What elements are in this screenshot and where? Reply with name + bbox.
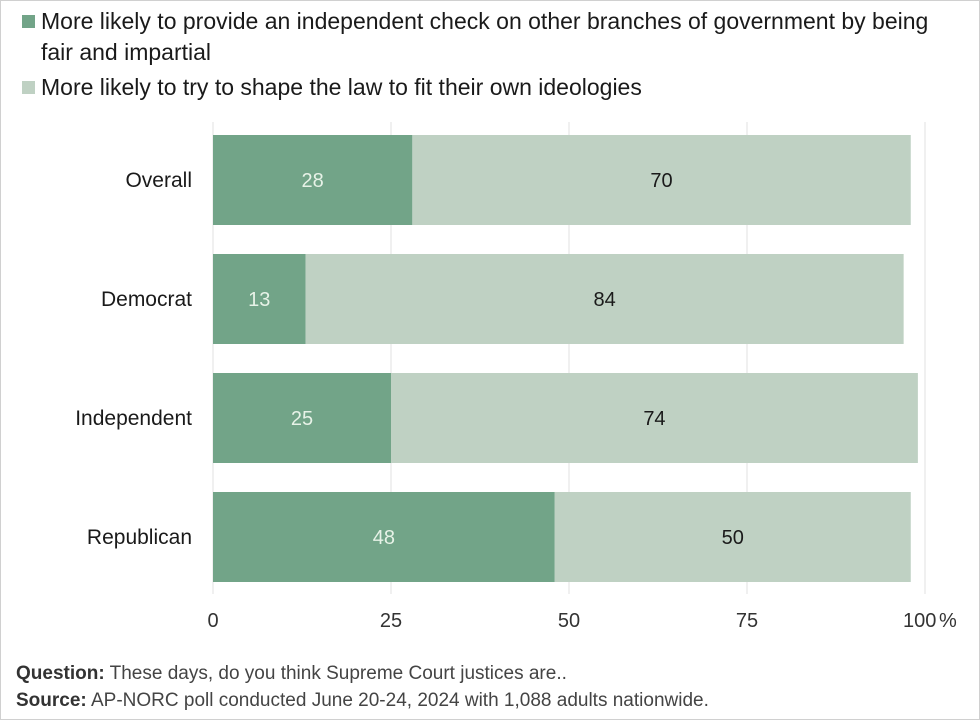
- source-label: Source:: [16, 690, 87, 711]
- x-tick-label-100: 100: [903, 610, 936, 632]
- bar-independent-series-1: [391, 373, 918, 463]
- source-note: Source: AP-NORC poll conducted June 20-2…: [16, 687, 709, 714]
- data-label-democrat-series-0: 13: [248, 289, 270, 311]
- legend-swatch-independent-check: [22, 15, 35, 28]
- bar-democrat-series-1: [305, 254, 904, 344]
- data-label-overall-series-0: 28: [302, 170, 324, 192]
- data-label-republican-series-1: 50: [722, 527, 744, 549]
- category-label-republican: Republican: [87, 526, 192, 549]
- category-label-democrat: Democrat: [101, 288, 192, 311]
- question-text: These days, do you think Supreme Court j…: [104, 663, 567, 684]
- data-label-independent-series-0: 25: [291, 408, 313, 430]
- legend-item-shape-law: More likely to try to shape the law to f…: [22, 72, 962, 103]
- legend-label-shape-law: More likely to try to shape the law to f…: [41, 74, 642, 100]
- question-label: Question:: [16, 663, 105, 684]
- category-label-overall: Overall: [125, 169, 192, 192]
- question-note: Question: These days, do you think Supre…: [16, 660, 709, 687]
- bar-overall-series-1: [412, 135, 911, 225]
- legend-label-independent-check: More likely to provide an independent ch…: [41, 8, 929, 65]
- data-label-democrat-series-1: 84: [593, 289, 615, 311]
- category-label-independent: Independent: [75, 407, 192, 430]
- chart-notes: Question: These days, do you think Supre…: [16, 660, 709, 714]
- source-text: AP-NORC poll conducted June 20-24, 2024 …: [86, 690, 709, 711]
- bar-independent-series-0: [213, 373, 391, 463]
- legend-swatch-shape-law: [22, 81, 35, 94]
- legend: More likely to provide an independent ch…: [22, 6, 962, 107]
- x-tick-label-25: 25: [380, 610, 402, 632]
- bar-overall-series-0: [213, 135, 413, 225]
- x-tick-label-75: 75: [736, 610, 758, 632]
- data-label-independent-series-1: 74: [643, 408, 665, 430]
- data-label-overall-series-1: 70: [650, 170, 672, 192]
- x-axis-unit: %: [939, 610, 957, 632]
- stacked-bar-chart: 0 25 50 75 100 % Overall 28 70 Democrat 13 84 Indepe…: [75, 122, 957, 632]
- bar-democrat-series-0: [213, 254, 306, 344]
- bar-republican-series-1: [554, 492, 911, 582]
- bar-republican-series-0: [213, 492, 555, 582]
- x-tick-label-50: 50: [558, 610, 580, 632]
- x-tick-label-0: 0: [207, 610, 218, 632]
- legend-item-independent-check: More likely to provide an independent ch…: [22, 6, 962, 68]
- data-label-republican-series-0: 48: [373, 527, 395, 549]
